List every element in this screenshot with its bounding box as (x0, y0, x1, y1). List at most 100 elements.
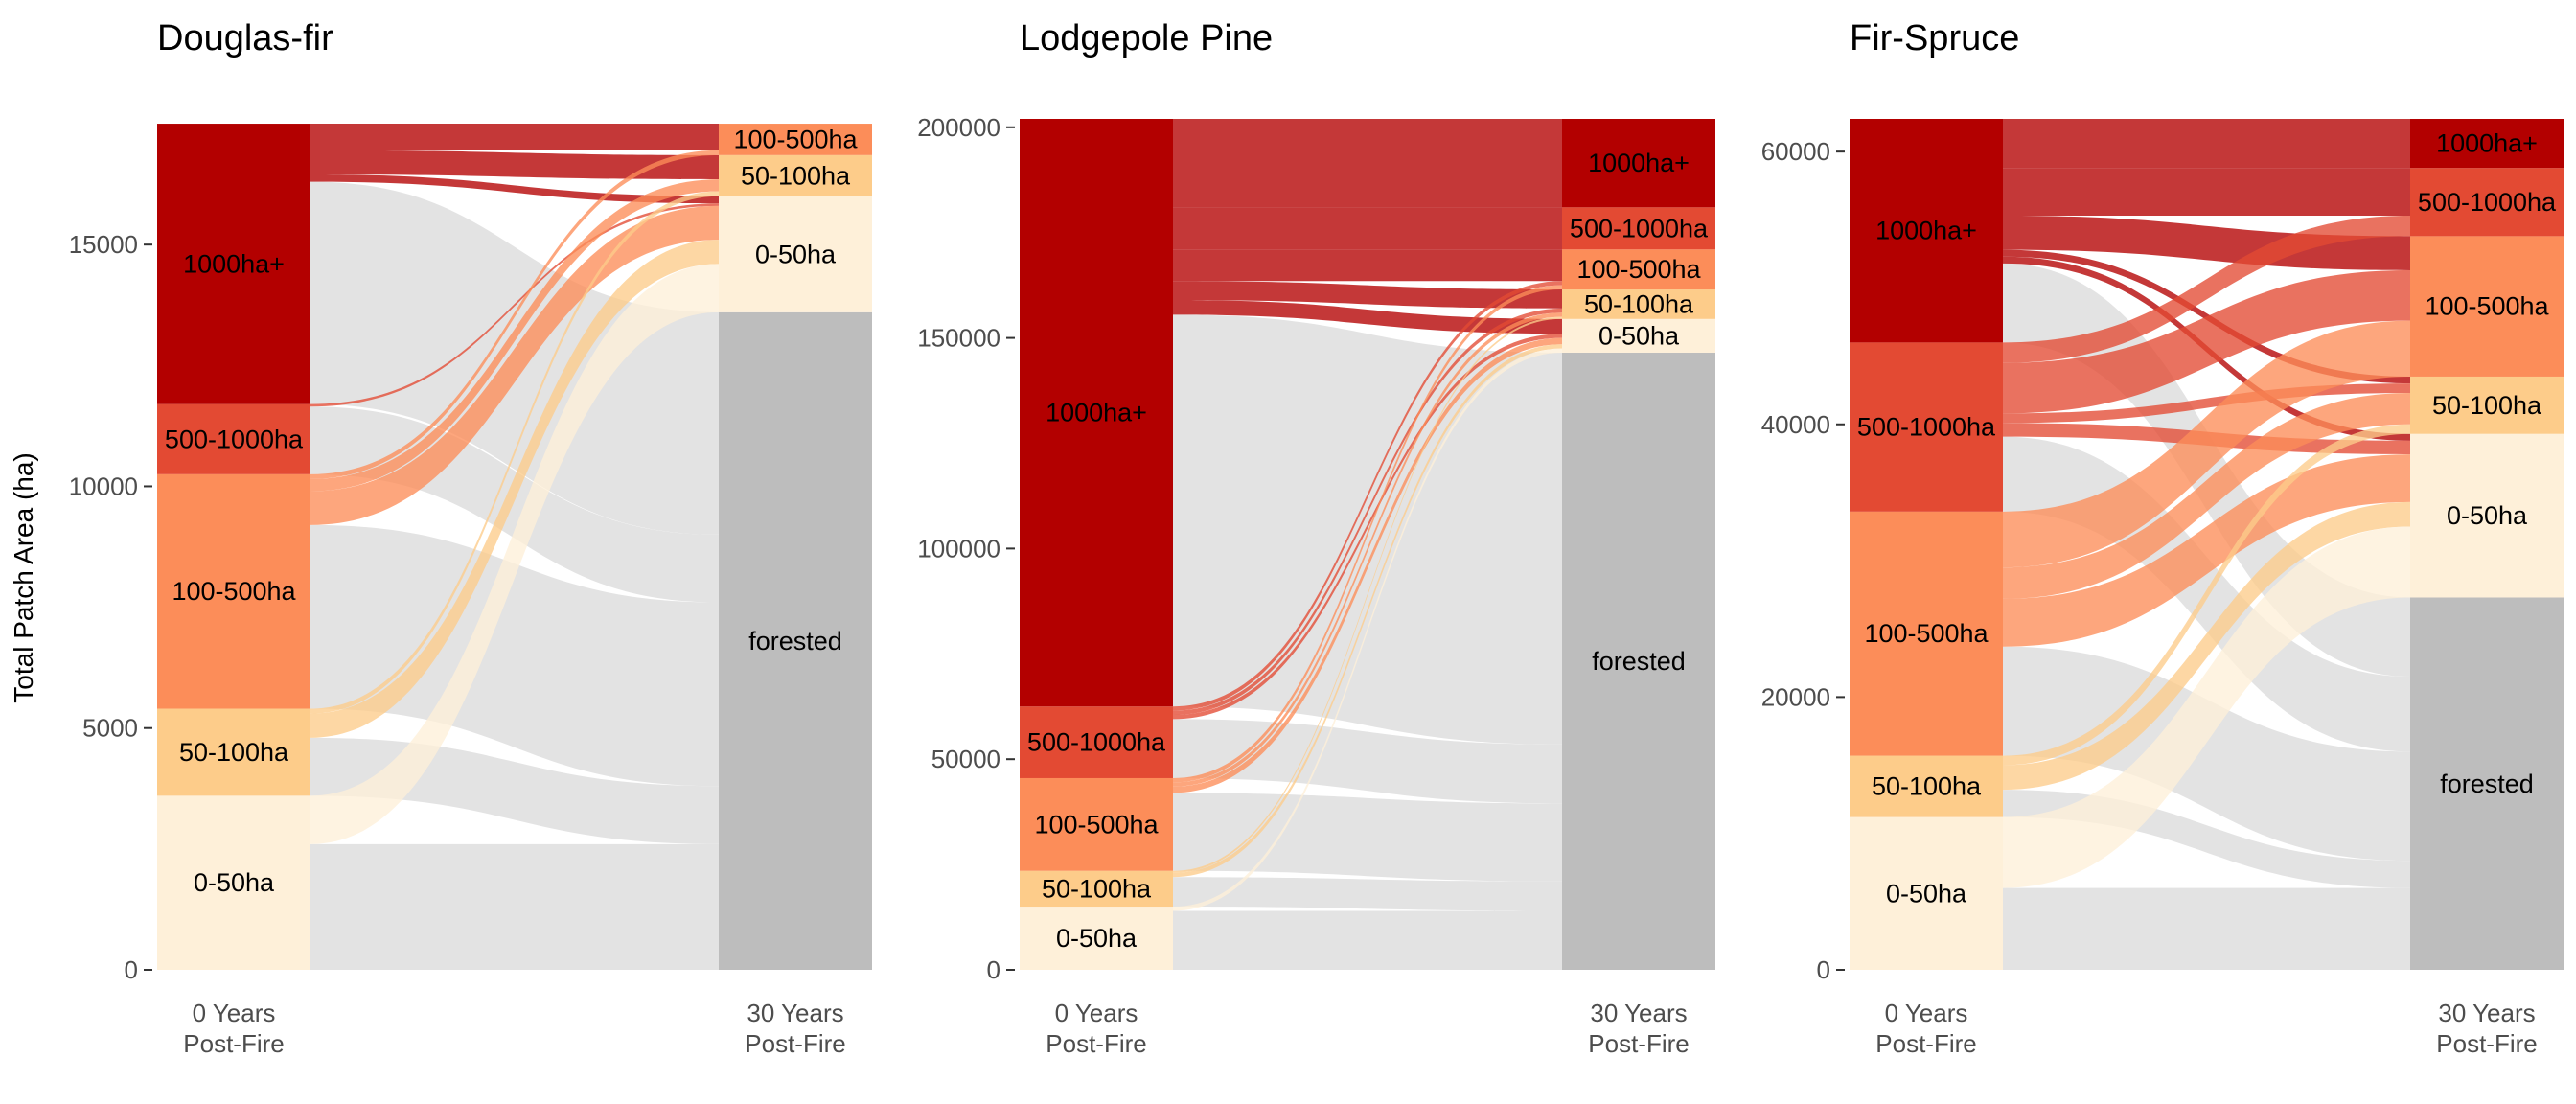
y-tick-label: 10000 (69, 472, 138, 500)
left-node-100-500ha (157, 473, 310, 709)
right-node-label-1000haplus: 1000ha+ (1588, 149, 1690, 177)
right-node-0-50ha (719, 196, 872, 312)
y-tick-label: 0 (987, 955, 1000, 984)
y-tick-label: 0 (125, 955, 138, 984)
flow-1000haplus-to-0-50ha (310, 174, 719, 204)
left-node-label-0-50ha: 0-50ha (1056, 924, 1138, 953)
right-node-label-500-1000ha: 500-1000ha (1570, 214, 1709, 242)
flow-0-50ha-to-0-50ha (2003, 526, 2410, 888)
panel-title: Lodgepole Pine (1020, 18, 1273, 58)
flow-50-100ha-to-50-100ha (1173, 316, 1562, 873)
right-node-1000haplus (2410, 119, 2564, 169)
flow-100-500ha-to-forested (2003, 646, 2410, 862)
x-category-label-30-years: 30 Years Post-Fire (1588, 999, 1689, 1058)
panel-lodgepole-pine: Lodgepole Pine 0-50ha 50-100ha 100-500ha 500… (917, 18, 1715, 1058)
flow-50-100ha-to-50-100ha (2003, 424, 2410, 766)
flow-50-100ha-to-0-50ha (2003, 501, 2410, 791)
flow-500-1000ha-to-100-500ha (2003, 269, 2410, 414)
left-node-label-0-50ha: 0-50ha (1886, 879, 1967, 908)
y-tick-label: 200000 (917, 113, 1000, 142)
flow-1000haplus-to-100-500ha (310, 124, 719, 150)
y-tick-label: 50000 (932, 745, 1000, 773)
y-tick-label: 150000 (917, 324, 1000, 353)
left-node-label-50-100ha: 50-100ha (1042, 874, 1152, 903)
nodes: 0-50ha 50-100ha 100-500ha 500-1000ha 1000ha+… (157, 124, 872, 970)
left-node-500-1000ha (157, 403, 310, 474)
flow-500-1000ha-to-0-50ha (310, 203, 719, 407)
x-axis: 0 Years Post-Fire 30 Years Post-Fire (1046, 999, 1689, 1058)
flow-0-50ha-to-0-50ha (310, 264, 719, 844)
panel-title: Fir-Spruce (1850, 18, 2019, 58)
flow-100-500ha-to-50-100ha (2003, 393, 2410, 599)
right-node-label-forested: forested (2440, 770, 2534, 798)
right-node-0-50ha (2410, 433, 2564, 598)
x-category-label-0-years: 0 Years Post-Fire (1046, 999, 1146, 1058)
flow-500-1000ha-to-50-100ha (1173, 308, 1562, 716)
right-node-100-500ha (1562, 249, 1715, 290)
left-node-500-1000ha (1850, 342, 2003, 512)
right-node-0-50ha (1562, 318, 1715, 353)
flow-100-500ha-to-forested (310, 524, 719, 787)
left-node-50-100ha (1020, 870, 1173, 908)
x-axis: 0 Years Post-Fire 30 Years Post-Fire (183, 999, 845, 1058)
left-node-label-1000haplus: 1000ha+ (183, 249, 285, 278)
left-node-label-500-1000ha: 500-1000ha (1857, 413, 1996, 442)
flow-100-500ha-to-50-100ha (1173, 312, 1562, 787)
x-category-label-0-years: 0 Years Post-Fire (183, 999, 284, 1058)
left-node-0-50ha (1850, 816, 2003, 970)
y-axis: 0 5000 10000 15000 (69, 230, 152, 984)
left-node-1000haplus (157, 124, 310, 404)
right-node-label-0-50ha: 0-50ha (1598, 321, 1680, 350)
right-node-1000haplus (1562, 119, 1715, 208)
left-node-0-50ha (1020, 907, 1173, 970)
right-node-label-0-50ha: 0-50ha (755, 240, 837, 268)
y-tick-label: 20000 (1761, 682, 1830, 711)
right-node-label-1000haplus: 1000ha+ (2436, 129, 2538, 158)
right-node-50-100ha (719, 154, 872, 196)
right-node-500-1000ha (1562, 207, 1715, 250)
right-node-50-100ha (2410, 376, 2564, 434)
flow-0-50ha-to-0-50ha (1173, 348, 1562, 911)
flow-50-100ha-to-forested (1173, 877, 1562, 911)
left-node-label-500-1000ha: 500-1000ha (165, 425, 304, 453)
flow-1000haplus-to-100-500ha (1173, 249, 1562, 282)
y-axis: 0 20000 40000 60000 (1761, 137, 1845, 984)
right-node-label-50-100ha: 50-100ha (2432, 391, 2542, 420)
flow-1000haplus-to-forested (1173, 314, 1562, 745)
flow-1000haplus-to-500-1000ha (1173, 207, 1562, 250)
right-node-label-100-500ha: 100-500ha (2425, 292, 2549, 321)
flow-1000haplus-to-500-1000ha (2003, 168, 2410, 217)
left-node-label-50-100ha: 50-100ha (1872, 772, 1982, 801)
left-node-label-50-100ha: 50-100ha (179, 738, 289, 767)
left-node-label-1000haplus: 1000ha+ (1875, 217, 1977, 245)
left-node-label-100-500ha: 100-500ha (172, 577, 296, 606)
flow-100-500ha-to-0-50ha (1173, 337, 1562, 794)
x-axis: 0 Years Post-Fire 30 Years Post-Fire (1875, 999, 2537, 1058)
left-node-100-500ha (1020, 777, 1173, 871)
x-category-label-30-years: 30 Years Post-Fire (2436, 999, 2537, 1058)
nodes: 0-50ha 50-100ha 100-500ha 500-1000ha 1000ha+… (1850, 119, 2564, 970)
left-node-label-100-500ha: 100-500ha (1034, 810, 1159, 839)
right-node-label-50-100ha: 50-100ha (1584, 289, 1694, 318)
flow-100-500ha-to-100-500ha (2003, 320, 2410, 568)
left-node-500-1000ha (1020, 706, 1173, 778)
nodes: 0-50ha 50-100ha 100-500ha 500-1000ha 1000ha+… (1020, 119, 1715, 970)
flow-1000haplus-to-1000haplus (2003, 119, 2410, 169)
flows (1173, 119, 1562, 970)
flow-1000haplus-to-1000haplus (1173, 119, 1562, 208)
flow-50-100ha-to-50-100ha (310, 191, 719, 714)
flow-100-500ha-to-0-50ha (2003, 454, 2410, 647)
left-node-50-100ha (1850, 755, 2003, 817)
right-node-label-500-1000ha: 500-1000ha (2418, 188, 2557, 217)
left-node-1000haplus (1850, 119, 2003, 343)
left-node-50-100ha (157, 708, 310, 796)
flow-1000haplus-to-0-50ha (1173, 300, 1562, 334)
flow-100-500ha-to-50-100ha (310, 179, 719, 492)
flow-0-50ha-to-forested (310, 843, 719, 970)
flow-0-50ha-to-forested (2003, 887, 2410, 970)
flow-1000haplus-to-50-100ha (310, 150, 719, 180)
flow-100-500ha-to-100-500ha (310, 150, 719, 479)
right-node-100-500ha (719, 124, 872, 155)
flow-500-1000ha-to-0-50ha (1173, 334, 1562, 720)
